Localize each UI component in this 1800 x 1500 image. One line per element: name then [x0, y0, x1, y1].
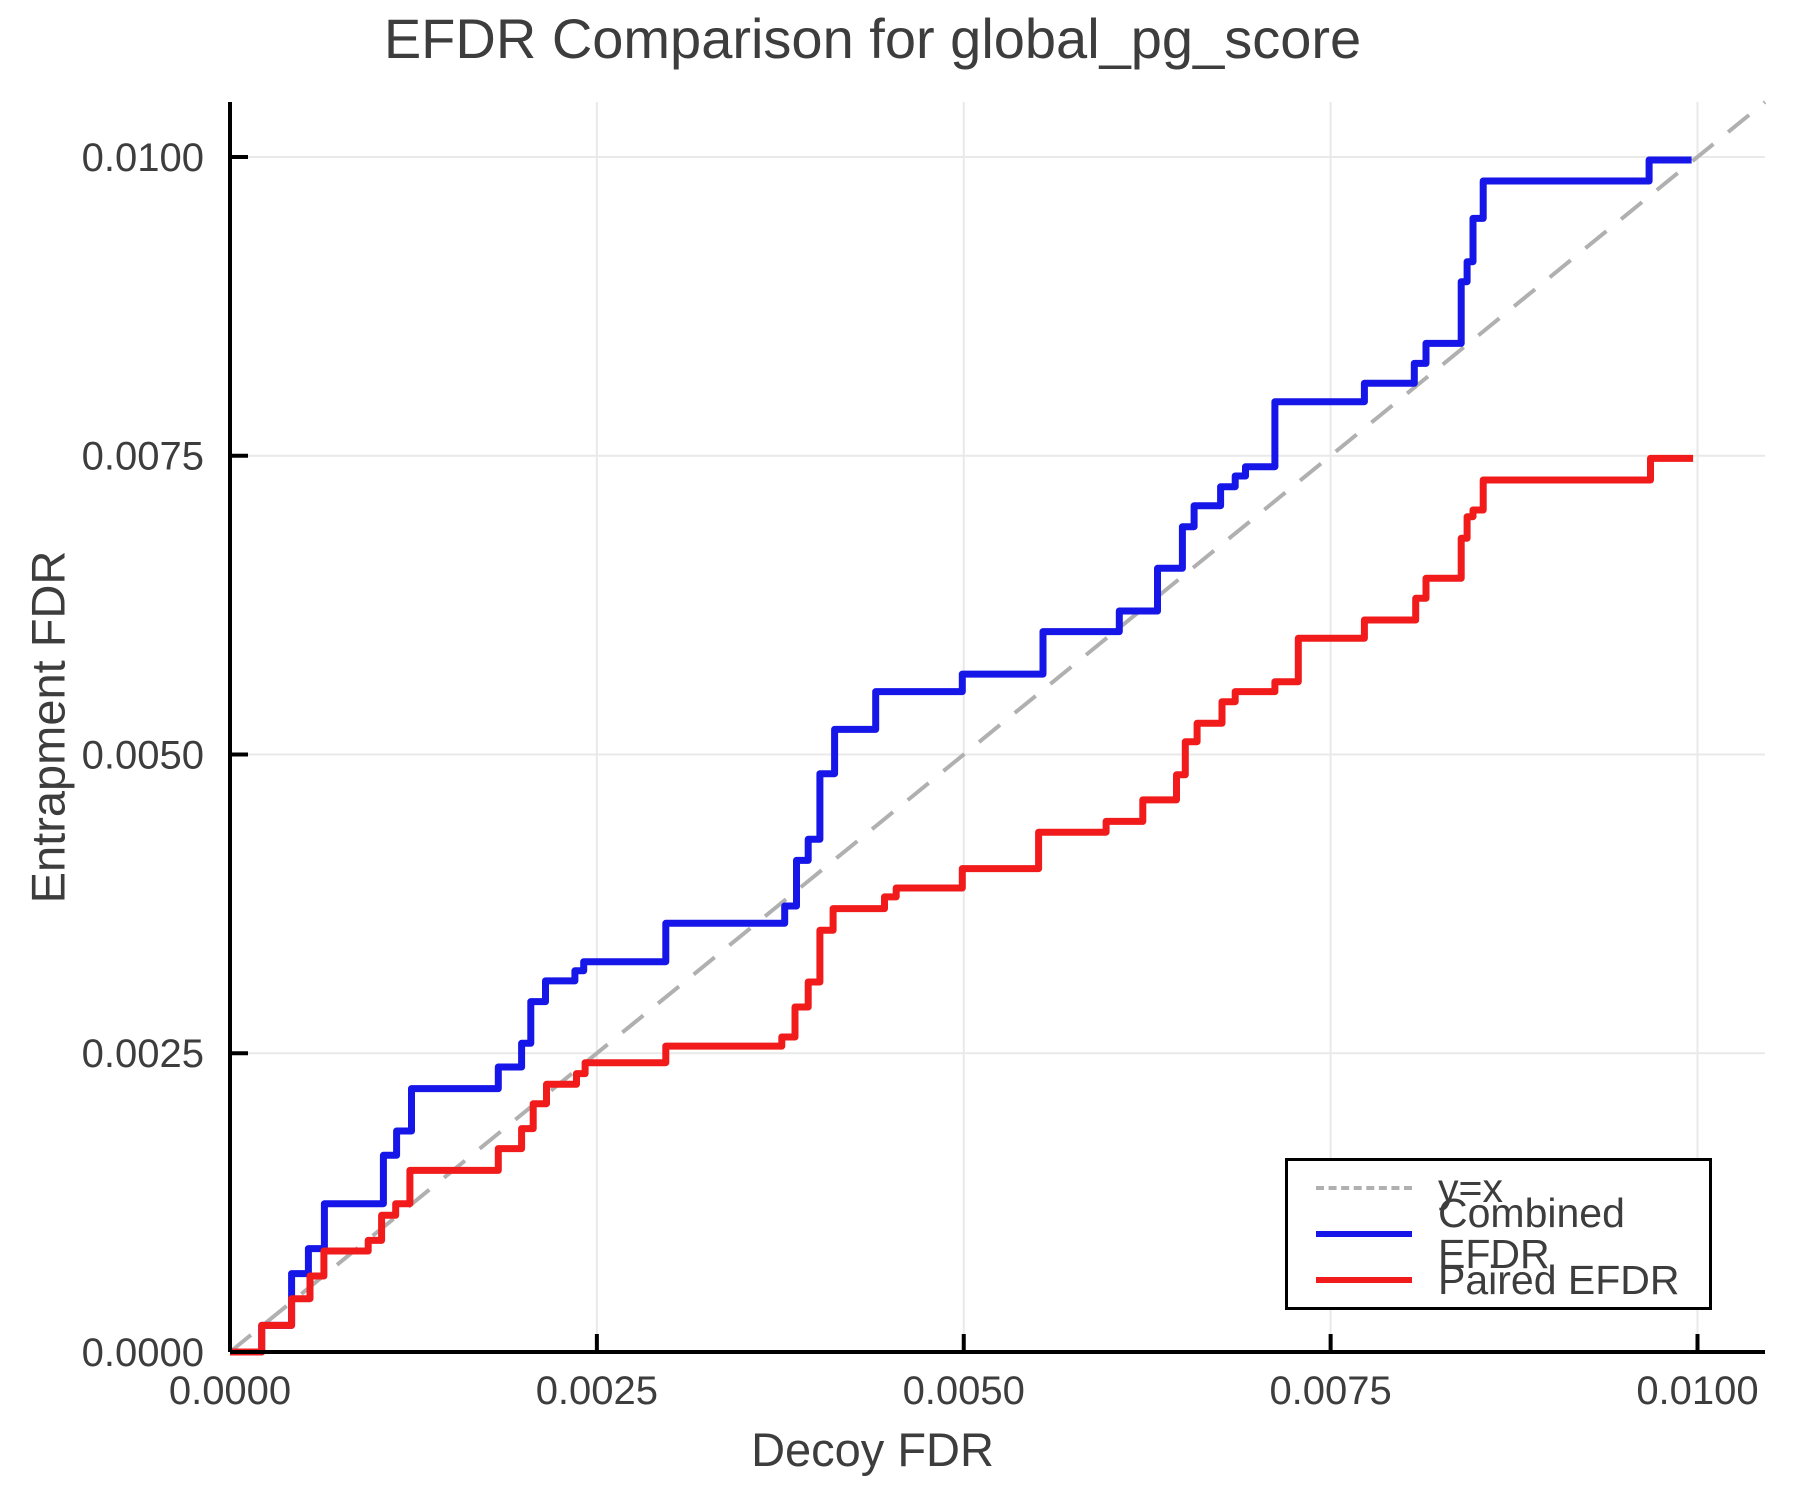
legend-entry-yx: y=x [1316, 1165, 1709, 1211]
series-line-combined-efdr [230, 156, 1692, 1356]
x-axis-label: Decoy FDR [751, 1423, 994, 1476]
x-tick-label: 0.0000 [169, 1369, 291, 1413]
legend-label: Paired EFDR [1438, 1256, 1680, 1303]
series-line-paired-efdr [230, 454, 1694, 1356]
chart-title: EFDR Comparison for global_pg_score [383, 7, 1362, 70]
x-tick-label: 0.0100 [1636, 1369, 1758, 1413]
y-tick-label: 0.0025 [82, 1032, 204, 1076]
y-tick-label: 0.0075 [82, 435, 204, 479]
legend-label: Combined EFDR [1438, 1190, 1625, 1277]
x-tick-label: 0.0050 [903, 1369, 1025, 1413]
legend-entry-combined-efdr: Combined EFDR [1316, 1193, 1709, 1275]
legend-box: y=x Combined EFDR Paired EFDR [1285, 1158, 1712, 1310]
x-tick-label: 0.0075 [1269, 1369, 1391, 1413]
legend-entry-paired-efdr: Paired EFDR [1316, 1257, 1709, 1303]
y-tick-label: 0.0000 [82, 1331, 204, 1375]
y-axis-label: Entrapment FDR [21, 550, 75, 904]
legend-line-sample-dashed [1316, 1186, 1412, 1190]
legend-line-sample-blue [1316, 1231, 1412, 1237]
series-line-y-x [228, 100, 1767, 1354]
y-tick-label: 0.0050 [82, 733, 204, 777]
y-tick-label: 0.0100 [82, 136, 204, 180]
legend-line-sample-red [1316, 1277, 1412, 1283]
legend-label: y=x [1438, 1164, 1503, 1211]
x-tick-label: 0.0025 [536, 1369, 658, 1413]
